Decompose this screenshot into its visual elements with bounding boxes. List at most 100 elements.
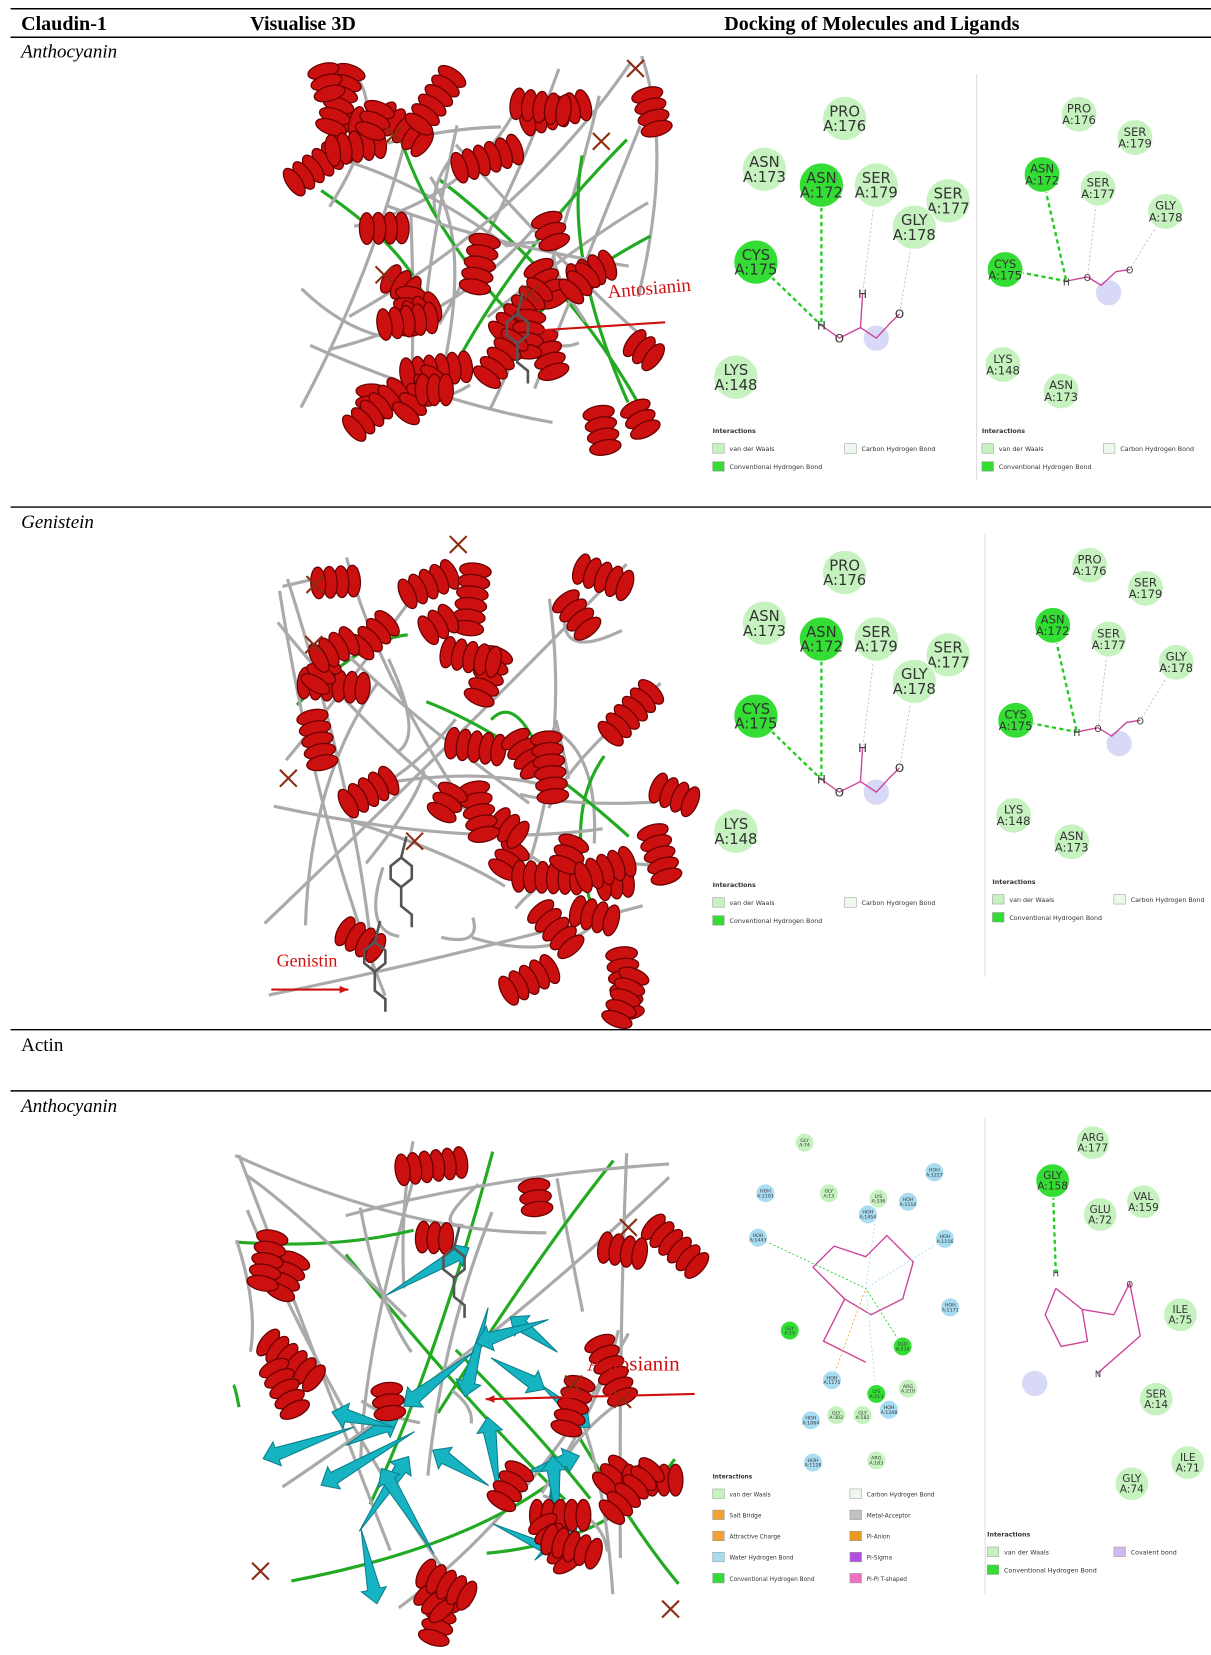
residue-position: A:183 bbox=[869, 1460, 883, 1466]
helix-turn bbox=[394, 1153, 411, 1187]
helix-turn bbox=[667, 1463, 684, 1497]
residue-name: SER bbox=[1087, 175, 1110, 189]
helix-turn bbox=[640, 119, 673, 138]
residue-name: GLY bbox=[800, 1138, 809, 1144]
residue-name: SER bbox=[862, 624, 891, 641]
residue-position: A:302 bbox=[829, 1415, 843, 1421]
residue-position: A:1208 bbox=[881, 1410, 898, 1416]
atom-label: O bbox=[835, 785, 844, 799]
residue bbox=[798, 616, 845, 662]
residue bbox=[986, 251, 1024, 288]
atom-label: H bbox=[1073, 728, 1080, 739]
helix-turn bbox=[397, 578, 418, 610]
alpha-helix bbox=[404, 64, 467, 136]
ligand-glow bbox=[1022, 1370, 1048, 1397]
ligand-stick bbox=[449, 535, 468, 554]
legend-label: Metal-Acceptor bbox=[867, 1513, 911, 1519]
atom-label: H bbox=[1063, 277, 1070, 288]
ligand-stick bbox=[619, 1218, 638, 1237]
residue-position: A:177 bbox=[927, 200, 970, 217]
alpha-helix bbox=[310, 564, 362, 600]
row-label: Anthocyanin bbox=[19, 41, 117, 62]
residue-name: SER bbox=[1097, 626, 1120, 640]
residue-name: PRO bbox=[1067, 102, 1091, 116]
residue-position: A:210 bbox=[901, 1389, 915, 1395]
coil bbox=[578, 755, 606, 921]
ligand-glow bbox=[1095, 280, 1122, 306]
helix-turn bbox=[354, 671, 371, 705]
legend-swatch bbox=[712, 1530, 725, 1541]
alpha-helix bbox=[558, 262, 601, 305]
legend-swatch bbox=[849, 1530, 862, 1541]
residue-position: A:72 bbox=[1088, 1214, 1112, 1226]
alpha-helix bbox=[337, 765, 400, 819]
helix-turn bbox=[458, 278, 492, 296]
legend-swatch bbox=[992, 894, 1005, 905]
group-label: Actin bbox=[21, 1035, 64, 1056]
helix-turn bbox=[498, 975, 520, 1006]
legend-label: Salt Bridge bbox=[730, 1513, 762, 1519]
residue-position: A:175 bbox=[734, 716, 777, 733]
helix-turn bbox=[536, 788, 570, 805]
residue-name: CYS bbox=[742, 247, 770, 264]
legend-label: Conventional Hydrogen Bond bbox=[999, 464, 1092, 471]
coil bbox=[300, 287, 387, 339]
coil bbox=[345, 1162, 670, 1218]
coil bbox=[486, 201, 649, 319]
residue bbox=[741, 600, 788, 646]
residue bbox=[1075, 1125, 1111, 1161]
coil bbox=[299, 129, 410, 409]
residue-name: ILE bbox=[1180, 1452, 1196, 1464]
alpha-helix bbox=[334, 916, 387, 963]
legend-swatch bbox=[986, 1546, 1000, 1557]
residue bbox=[866, 1450, 887, 1471]
atom-label: O bbox=[895, 761, 904, 775]
residue-position: A:175 bbox=[999, 719, 1033, 733]
alpha-helix bbox=[414, 1220, 455, 1255]
atom-label: O bbox=[1137, 717, 1144, 728]
helix-turn bbox=[615, 569, 635, 602]
interaction-bond bbox=[757, 1237, 866, 1289]
residue bbox=[868, 1188, 889, 1209]
legend-title: Interactions bbox=[987, 1531, 1030, 1538]
residue-name: ASN bbox=[1041, 613, 1065, 627]
interaction-bond bbox=[865, 1288, 904, 1347]
protein-structure bbox=[263, 535, 701, 1030]
ligand-skeleton bbox=[1082, 1280, 1142, 1374]
ligand-skeleton bbox=[859, 747, 864, 782]
residue bbox=[1060, 95, 1098, 133]
legend-label: van der Waals bbox=[1009, 897, 1054, 904]
residue-name: SER bbox=[1146, 1389, 1167, 1401]
alpha-helix bbox=[451, 562, 492, 637]
atom-label: N bbox=[1095, 1369, 1101, 1379]
residue-position: A:176 bbox=[823, 118, 866, 135]
helix-turn bbox=[589, 438, 622, 456]
legend-label: Conventional Hydrogen Bond bbox=[1004, 1567, 1097, 1574]
residue-name: LYS bbox=[724, 816, 749, 833]
ligand-stick bbox=[384, 125, 403, 145]
coil bbox=[328, 214, 546, 352]
residue bbox=[1114, 1466, 1150, 1502]
residue-name: LYS bbox=[1004, 803, 1023, 817]
residue-position: A:1110 bbox=[900, 1202, 917, 1208]
legend-swatch bbox=[849, 1509, 862, 1520]
ligand-stick bbox=[564, 1374, 583, 1394]
alpha-helix bbox=[636, 823, 683, 886]
helix-turn bbox=[486, 1490, 517, 1513]
legend-label: van der Waals bbox=[999, 446, 1044, 453]
residue-name: VAL bbox=[1134, 1191, 1154, 1203]
residue bbox=[857, 1204, 878, 1225]
alpha-helix bbox=[458, 232, 501, 296]
residue bbox=[897, 1378, 919, 1399]
residue-name: HOH bbox=[753, 1233, 764, 1239]
legend-swatch bbox=[712, 1509, 725, 1520]
alpha-helix bbox=[258, 1357, 311, 1420]
helix-turn bbox=[484, 645, 502, 679]
ligand-stick bbox=[279, 769, 298, 788]
residue-position: A:74 bbox=[799, 1143, 810, 1149]
helix-turn bbox=[391, 401, 420, 426]
residue-position: A:176 bbox=[1073, 564, 1107, 578]
coil bbox=[562, 614, 623, 644]
protein-structure bbox=[232, 1140, 710, 1647]
ligand-stick bbox=[405, 831, 424, 851]
